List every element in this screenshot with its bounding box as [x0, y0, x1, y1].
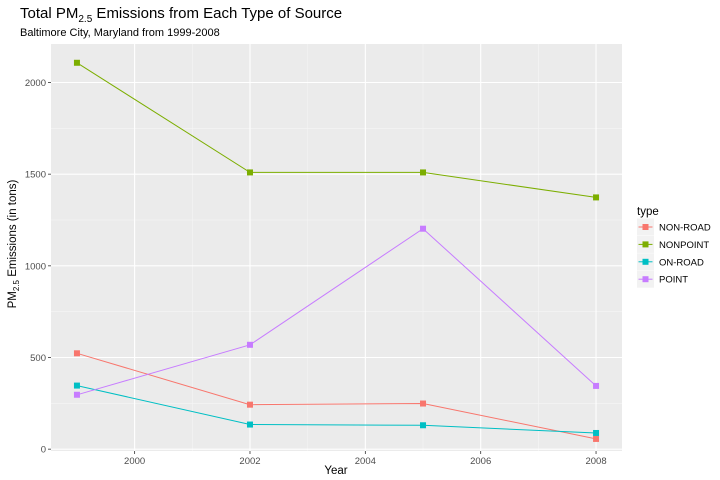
x-tick-label: 2006: [470, 456, 491, 467]
minor-gridlines: [51, 44, 622, 451]
axes: 2000 2002 2004 2006 2008 0 500 1000 1500 2000: [25, 78, 607, 467]
series-line-point: [76, 228, 597, 396]
series-nonpoint: [73, 59, 600, 201]
legend-title: type: [637, 206, 659, 218]
x-tick-label: 2000: [124, 456, 145, 467]
data-point-on-road: [246, 421, 253, 428]
legend-item-non-road: NON-ROAD: [637, 218, 711, 236]
x-tick-label: 2002: [239, 456, 260, 467]
legend-key-marker: [642, 258, 649, 265]
legend-key-marker: [642, 276, 649, 283]
data-point-nonpoint: [73, 59, 80, 66]
y-tick-label: 0: [41, 445, 46, 456]
x-tick-label: 2004: [355, 456, 376, 467]
data-point-non-road: [420, 400, 427, 407]
legend-key-marker: [642, 224, 649, 230]
data-point-non-road: [593, 435, 600, 442]
series-line-nonpoint: [76, 62, 597, 198]
data-point-non-road: [73, 350, 80, 357]
data-point-point: [73, 391, 80, 398]
y-tick-label: 1500: [25, 170, 46, 181]
data-point-on-road: [73, 382, 80, 389]
series-point: [73, 225, 600, 398]
series-on-road: [73, 382, 600, 436]
data-point-nonpoint: [593, 194, 600, 201]
chart-subtitle: Baltimore City, Maryland from 1999-2008: [20, 27, 220, 39]
y-tick-label: 500: [30, 353, 46, 364]
series-line-non-road: [76, 352, 597, 440]
y-tick-label: 1000: [25, 261, 46, 272]
series-non-road: [73, 350, 600, 442]
legend-key-marker: [642, 241, 649, 248]
legend-label: POINT: [659, 275, 688, 286]
plot-panel: [51, 44, 622, 451]
legend-item-nonpoint: NONPOINT: [637, 235, 709, 253]
legend-label: NON-ROAD: [659, 223, 711, 234]
data-point-on-road: [420, 422, 427, 429]
legend-label: ON-ROAD: [659, 257, 704, 268]
data-point-non-road: [246, 401, 253, 408]
legend-item-point: POINT: [637, 270, 688, 288]
data-point-point: [593, 382, 600, 389]
chart-title: Total PM2.5 Emissions from Each Type of …: [20, 5, 342, 25]
x-axis-title: Year: [324, 465, 347, 477]
legend: type NON-ROAD NONPOINT ON-ROAD POINT: [637, 206, 711, 288]
series-line-on-road: [76, 385, 597, 434]
data-point-nonpoint: [246, 169, 253, 176]
series-layer: [73, 59, 600, 442]
data-point-point: [420, 225, 427, 232]
y-axis-title: PM2.5 Emissions (in tons): [7, 179, 21, 308]
data-point-point: [246, 341, 253, 348]
legend-item-on-road: ON-ROAD: [637, 253, 704, 271]
data-point-on-road: [593, 429, 600, 436]
data-point-nonpoint: [420, 169, 427, 176]
legend-label: NONPOINT: [659, 240, 709, 251]
x-tick-label: 2008: [585, 456, 606, 467]
y-tick-label: 2000: [25, 78, 46, 89]
